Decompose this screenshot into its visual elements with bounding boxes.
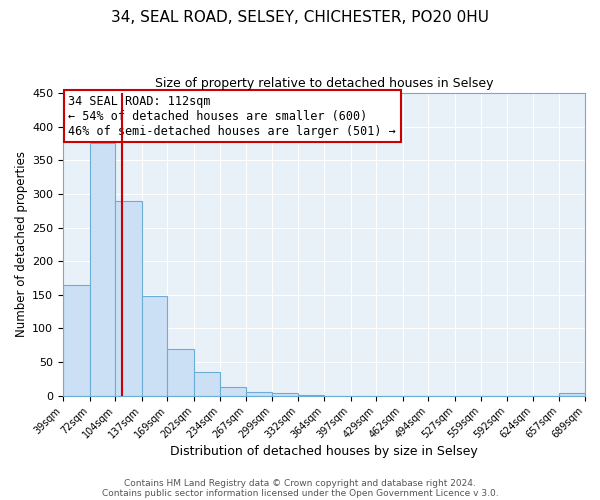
Bar: [298, 395, 324, 396]
Bar: [194, 372, 220, 396]
Text: Contains HM Land Registry data © Crown copyright and database right 2024.: Contains HM Land Registry data © Crown c…: [124, 478, 476, 488]
Text: 34, SEAL ROAD, SELSEY, CHICHESTER, PO20 0HU: 34, SEAL ROAD, SELSEY, CHICHESTER, PO20 …: [111, 10, 489, 25]
Text: 34 SEAL ROAD: 112sqm
← 54% of detached houses are smaller (600)
46% of semi-deta: 34 SEAL ROAD: 112sqm ← 54% of detached h…: [68, 94, 396, 138]
Bar: [142, 296, 167, 396]
Bar: [272, 393, 298, 396]
Bar: [559, 393, 585, 396]
X-axis label: Distribution of detached houses by size in Selsey: Distribution of detached houses by size …: [170, 444, 478, 458]
Bar: [167, 348, 194, 396]
Bar: [63, 284, 89, 396]
Bar: [115, 200, 142, 396]
Text: Contains public sector information licensed under the Open Government Licence v : Contains public sector information licen…: [101, 488, 499, 498]
Bar: [246, 392, 272, 396]
Title: Size of property relative to detached houses in Selsey: Size of property relative to detached ho…: [155, 78, 493, 90]
Bar: [220, 387, 246, 396]
Y-axis label: Number of detached properties: Number of detached properties: [15, 152, 28, 338]
Bar: [89, 144, 115, 396]
